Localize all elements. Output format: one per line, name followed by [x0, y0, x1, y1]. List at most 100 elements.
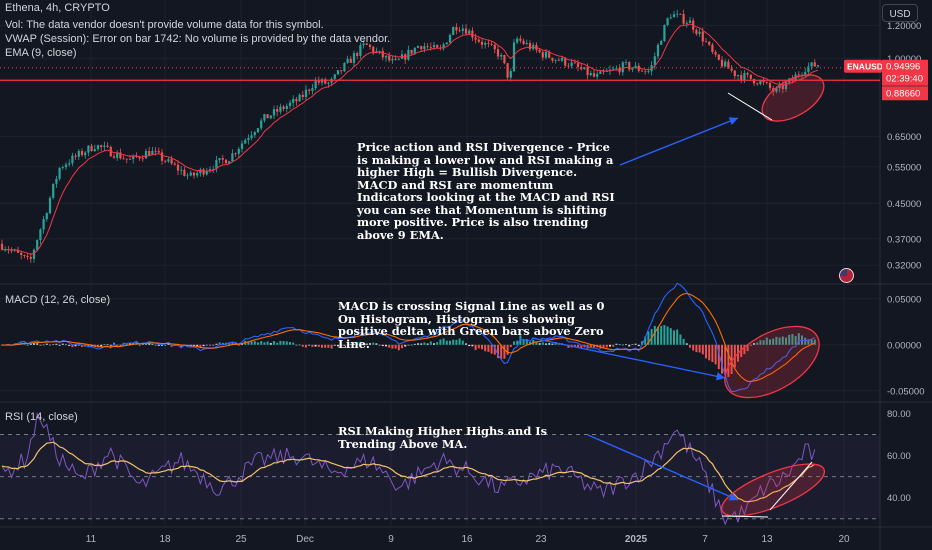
candle-body: [29, 256, 32, 259]
histogram-bar: [314, 344, 317, 347]
candle-body: [493, 44, 496, 50]
ema-legend[interactable]: EMA (9, close): [5, 47, 77, 59]
histogram-bar: [753, 343, 755, 345]
candle-body: [58, 167, 61, 179]
histogram-bar: [711, 344, 714, 363]
vwap-legend[interactable]: VWAP (Session): Error on bar 1742: No vo…: [5, 33, 391, 45]
candle-body: [717, 54, 720, 60]
histogram-bar: [746, 344, 749, 352]
y-tick-label: 80.00: [887, 409, 911, 420]
histogram-bar: [353, 343, 355, 345]
candle-body: [196, 173, 199, 176]
histogram-bar: [628, 344, 631, 347]
candle-body: [205, 171, 208, 175]
candle-body: [733, 70, 736, 77]
symbol-legend[interactable]: Ethena, 4h, CRYPTO: [5, 2, 110, 14]
candle-body: [442, 44, 445, 49]
candle-body: [487, 42, 490, 44]
candle-body: [548, 51, 551, 58]
histogram-bar: [794, 336, 797, 345]
histogram-bar: [372, 342, 375, 345]
histogram-bar: [269, 343, 272, 345]
macd-annotation[interactable]: MACD is crossing Signal Line as well as …: [338, 299, 605, 351]
currency-button[interactable]: USD: [882, 4, 918, 22]
histogram-bar: [458, 338, 461, 345]
histogram-bar: [605, 344, 608, 348]
histogram-bar: [292, 342, 295, 345]
candle-body: [26, 255, 29, 257]
candle-body: [301, 94, 304, 97]
histogram-bar: [375, 343, 378, 345]
candle-body: [167, 159, 170, 162]
histogram-bar: [141, 344, 144, 345]
histogram-bar: [151, 344, 154, 345]
candle-body: [784, 82, 788, 90]
candle-body: [666, 18, 669, 26]
candle-body: [384, 55, 388, 58]
histogram-bar: [471, 344, 474, 347]
candle-body: [103, 145, 106, 147]
histogram-bar: [436, 342, 439, 345]
histogram-bar: [615, 343, 618, 345]
histogram-bar: [42, 344, 45, 346]
candle-body: [762, 80, 765, 83]
candle-body: [282, 106, 285, 110]
candle-body: [621, 62, 624, 73]
rsi-ma-line: [1, 441, 816, 503]
candle-body: [122, 158, 125, 160]
histogram-bar: [397, 344, 400, 351]
histogram-bar: [209, 344, 211, 346]
candle-body: [458, 30, 461, 32]
macd-legend[interactable]: MACD (12, 26, close): [5, 294, 111, 306]
candle-body: [285, 105, 288, 110]
candle-body: [669, 17, 672, 19]
candle-body: [567, 65, 570, 67]
histogram-bar: [618, 344, 621, 346]
histogram-bar: [276, 342, 279, 345]
vol-legend[interactable]: Vol: The data vendor doesn't provide vol…: [5, 19, 324, 31]
candle-body: [445, 42, 448, 45]
level-tag: [882, 86, 928, 101]
candle-body: [589, 73, 592, 76]
candle-body: [704, 41, 708, 43]
x-tick-label: Dec: [296, 534, 314, 545]
x-tick-label: 9: [388, 534, 394, 545]
price-highlight-ellipse: [761, 74, 825, 122]
histogram-bar: [650, 328, 653, 345]
candle-body: [32, 249, 36, 259]
candle-body: [804, 72, 807, 75]
candle-body: [87, 145, 90, 153]
candle-body: [39, 229, 42, 241]
rsi-annotation[interactable]: RSI Making Higher Highs and Is Trending …: [338, 424, 548, 451]
histogram-bar: [317, 344, 320, 347]
candle-body: [474, 37, 477, 40]
candle-body: [816, 65, 820, 67]
candle-body: [391, 59, 394, 61]
price-annotation[interactable]: Price action and RSI Divergence - Price …: [357, 140, 615, 242]
histogram-bar: [116, 344, 119, 346]
candle-body: [183, 169, 186, 176]
candle-body: [628, 62, 631, 70]
rsi-legend[interactable]: RSI (14, close): [5, 411, 78, 423]
candle-body: [45, 213, 48, 220]
histogram-bar: [279, 340, 282, 345]
candle-body: [352, 53, 356, 63]
histogram-bar: [775, 336, 778, 345]
histogram-bar: [497, 344, 499, 359]
candle-body: [100, 145, 103, 147]
histogram-bar: [260, 341, 263, 345]
candle-body: [522, 40, 525, 45]
candle-body: [663, 25, 666, 42]
x-tick-label: 18: [159, 534, 171, 545]
candle-body: [807, 66, 810, 73]
histogram-bar: [721, 344, 723, 374]
histogram-bar: [301, 344, 304, 347]
rsi-band: [0, 434, 880, 520]
histogram-bar: [106, 344, 109, 345]
histogram-bar: [33, 343, 35, 345]
candle-body: [327, 82, 330, 84]
histogram-bar: [455, 339, 458, 345]
candle-body: [573, 62, 576, 64]
